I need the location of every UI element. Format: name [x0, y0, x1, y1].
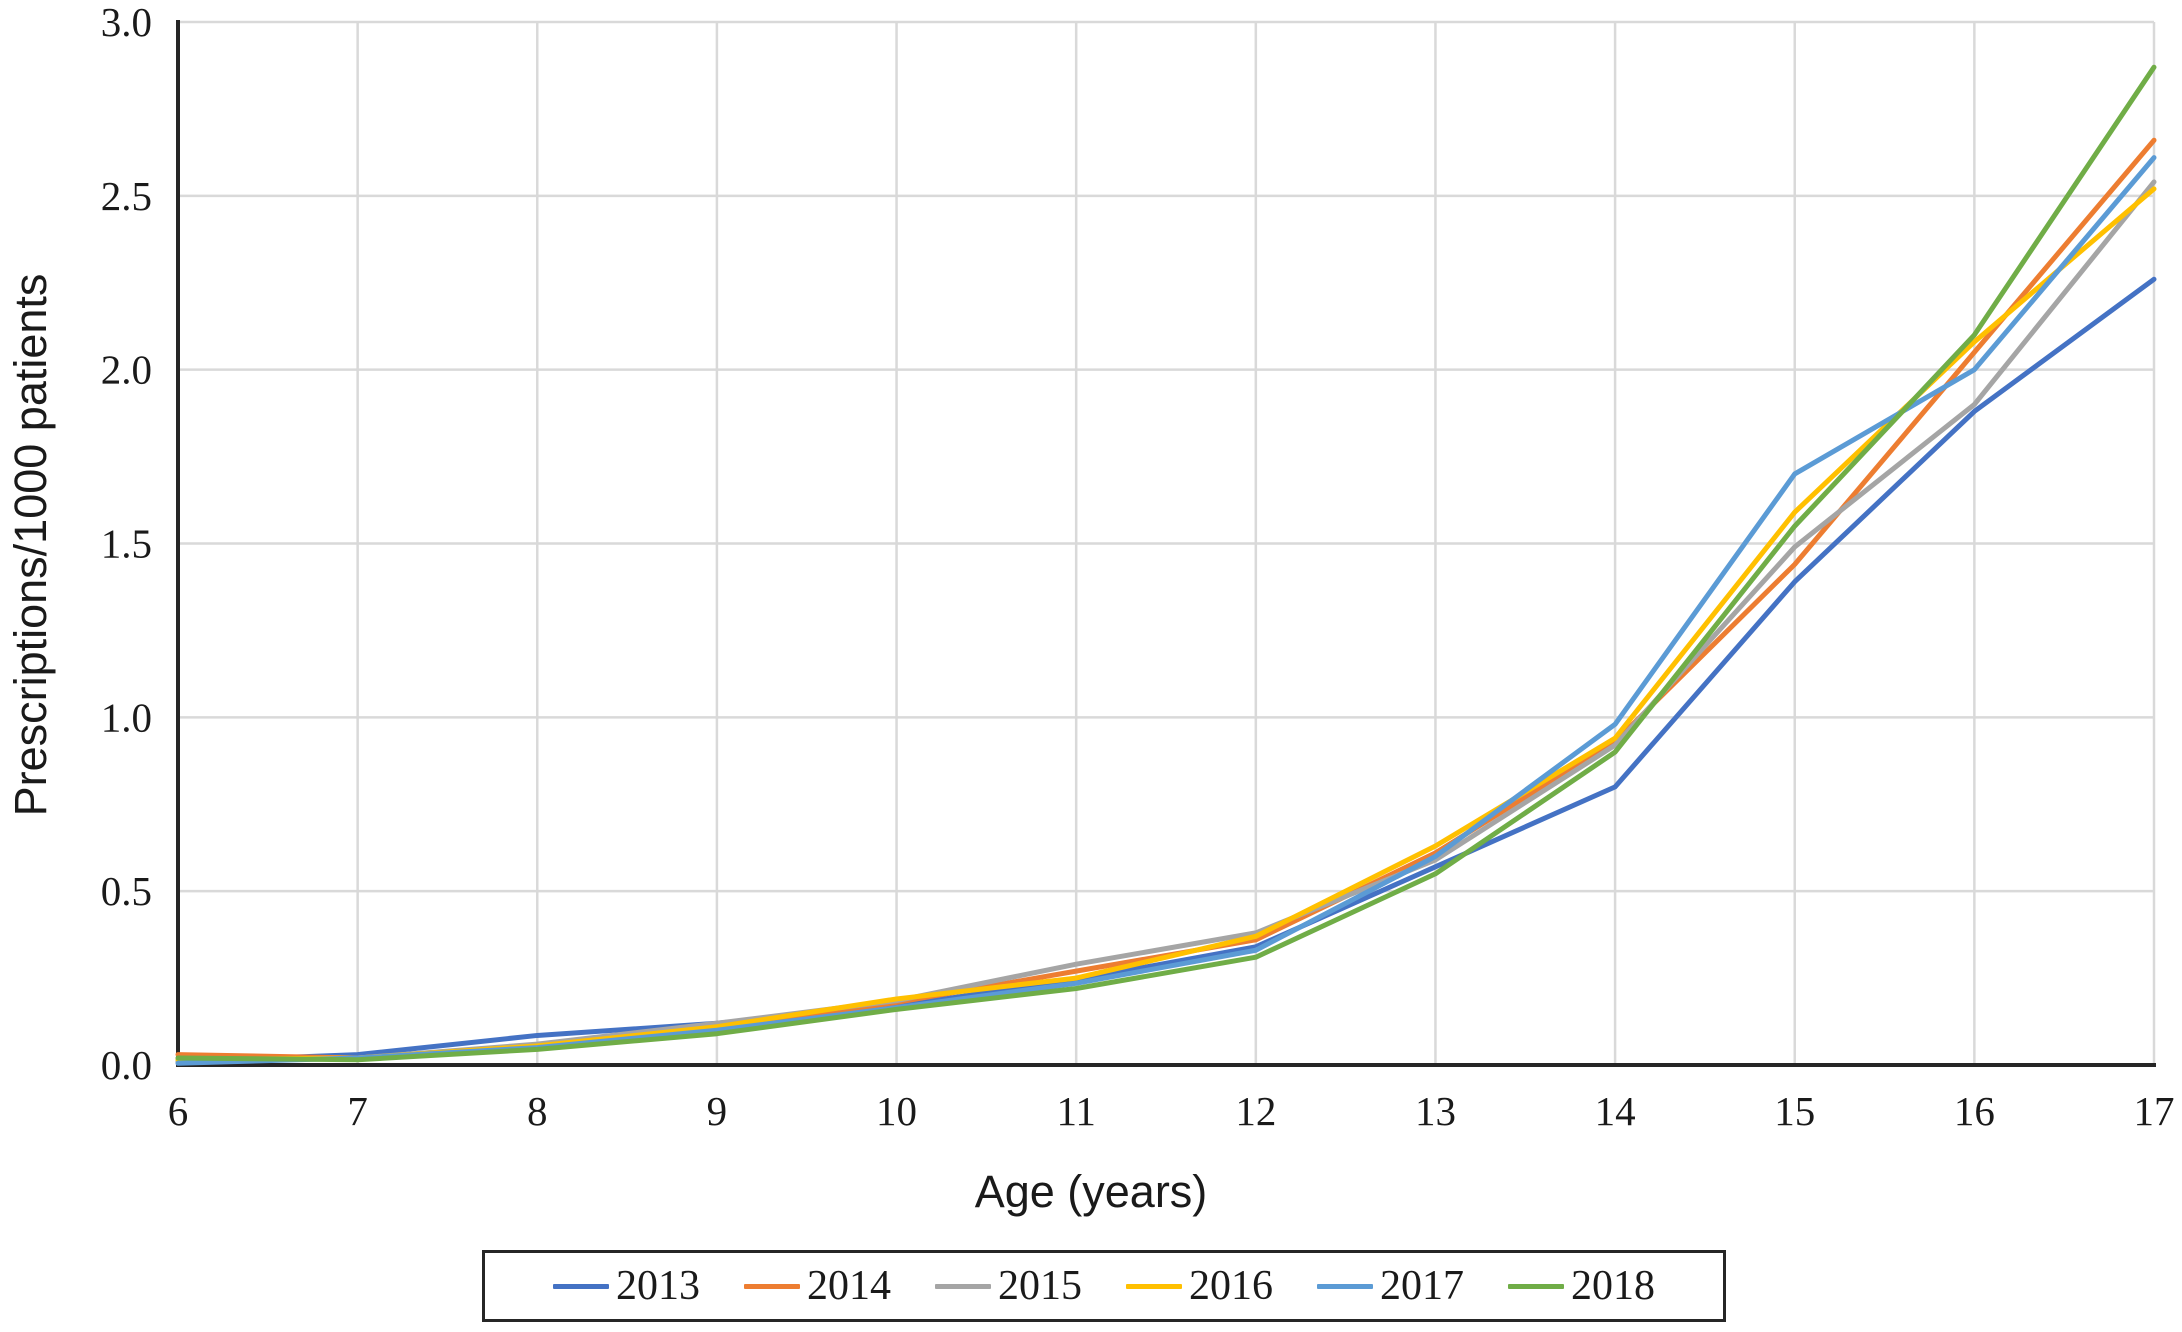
y-tick-label-3.0: 3.0	[101, 0, 152, 45]
series-line-2015	[175, 179, 2157, 1065]
legend-line-swatch-2017	[1317, 1283, 1373, 1289]
legend-line-swatch-2014	[744, 1283, 800, 1289]
legend-line-swatch-2016	[1126, 1283, 1182, 1289]
y-axis-tick-labels: 0.0 0.5 1.0 1.5 2.0 2.5 3.0	[101, 0, 152, 1088]
x-tick-label-13: 13	[1415, 1088, 1456, 1134]
x-axis-tick-labels: 6 7 8 9 10 11 12 13 14 15 16 17	[168, 1088, 2175, 1134]
legend-item-2017: 2017	[1317, 1265, 1464, 1307]
series-lines	[175, 64, 2157, 1066]
y-tick-label-1.0: 1.0	[101, 694, 152, 740]
legend: 2013 2014 2015 2016 2017 2018	[482, 1250, 1726, 1322]
x-tick-label-11: 11	[1056, 1088, 1095, 1134]
legend-label-2014: 2014	[807, 1263, 891, 1309]
series-line-2014	[175, 137, 2157, 1061]
x-tick-label-6: 6	[168, 1088, 189, 1134]
y-tick-label-1.5: 1.5	[101, 521, 152, 567]
x-tick-label-16: 16	[1954, 1088, 1995, 1134]
legend-line-swatch-2018	[1508, 1283, 1564, 1289]
x-tick-label-9: 9	[707, 1088, 728, 1134]
legend-item-2016: 2016	[1126, 1265, 1273, 1307]
legend-item-2015: 2015	[935, 1265, 1082, 1307]
legend-item-2014: 2014	[744, 1265, 891, 1307]
x-tick-label-7: 7	[347, 1088, 368, 1134]
gridlines	[178, 20, 2156, 1065]
series-line-2016	[175, 186, 2157, 1063]
x-tick-label-12: 12	[1235, 1088, 1276, 1134]
y-tick-label-0.0: 0.0	[101, 1042, 152, 1088]
axes	[176, 20, 2156, 1067]
y-axis-title: Prescriptions/1000 patients	[5, 274, 56, 817]
legend-label-2013: 2013	[616, 1263, 700, 1309]
x-tick-label-10: 10	[876, 1088, 917, 1134]
legend-label-2015: 2015	[998, 1263, 1082, 1309]
series-line-2017	[175, 155, 2157, 1066]
legend-label-2016: 2016	[1189, 1263, 1273, 1309]
legend-label-2018: 2018	[1571, 1263, 1655, 1309]
series-line-2018	[175, 64, 2157, 1063]
legend-item-2013: 2013	[553, 1265, 700, 1307]
y-tick-label-0.5: 0.5	[101, 868, 152, 914]
y-tick-label-2.0: 2.0	[101, 347, 152, 393]
y-tick-label-2.5: 2.5	[101, 173, 152, 219]
x-tick-label-14: 14	[1595, 1088, 1636, 1134]
series-line-2013	[175, 276, 2157, 1065]
legend-item-2018: 2018	[1508, 1265, 1655, 1307]
x-axis-title: Age (years)	[975, 1166, 1208, 1217]
legend-label-2017: 2017	[1380, 1263, 1464, 1309]
x-tick-label-17: 17	[2134, 1088, 2175, 1134]
legend-line-swatch-2013	[553, 1283, 609, 1289]
x-tick-label-8: 8	[527, 1088, 548, 1134]
legend-line-swatch-2015	[935, 1283, 991, 1289]
x-tick-label-15: 15	[1774, 1088, 1815, 1134]
line-chart: 0.0 0.5 1.0 1.5 2.0 2.5 3.0 6 7 8 9 10 11 12 13 14 15 16…	[5, 0, 2175, 1217]
